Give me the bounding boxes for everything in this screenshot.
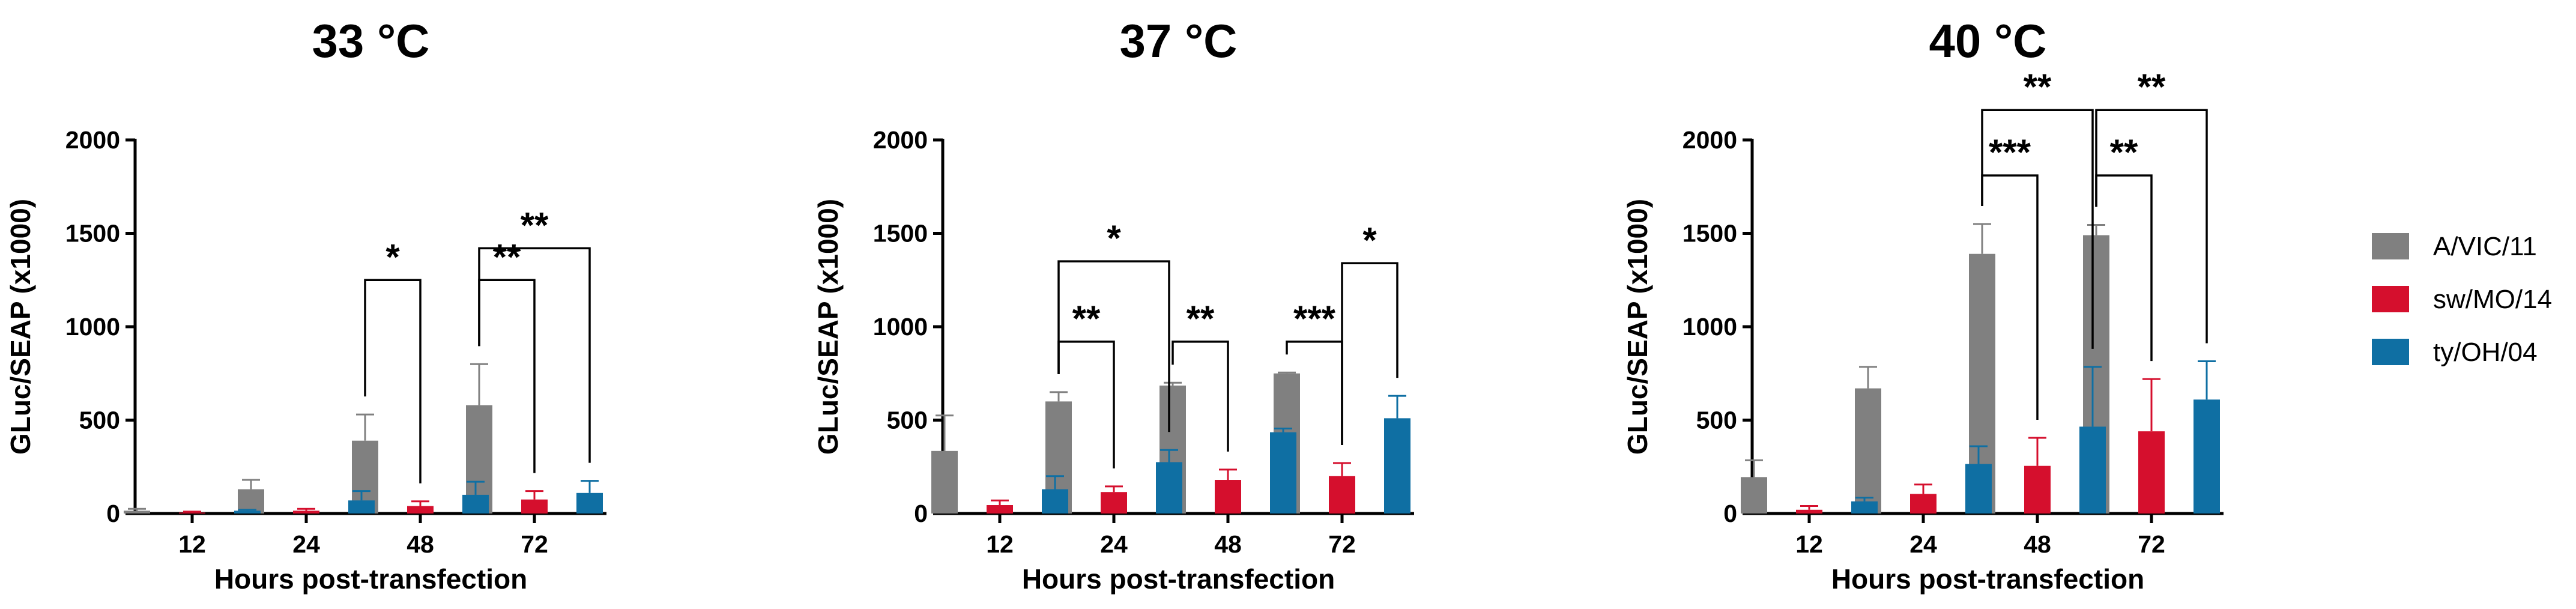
x-axis-label: Hours post-transfection	[1831, 563, 2144, 595]
bar	[1215, 480, 1241, 514]
bar	[1796, 509, 1822, 514]
y-tick-label: 1500	[873, 220, 928, 247]
significance-label: **	[2138, 67, 2166, 107]
bar	[1910, 494, 1937, 514]
bar	[1855, 388, 1881, 514]
x-tick-label: 12	[1795, 530, 1823, 558]
bar	[1270, 432, 1296, 514]
significance-label: *	[1107, 218, 1121, 258]
y-tick-label: 500	[79, 407, 120, 434]
bar	[1965, 464, 1992, 514]
bar	[521, 499, 548, 514]
y-tick-label: 1000	[65, 313, 120, 341]
significance-label: ***	[1989, 132, 2031, 172]
bar	[348, 500, 375, 514]
y-tick-label: 0	[1723, 500, 1737, 527]
x-tick-label: 24	[1100, 530, 1128, 558]
significance-label: ***	[1293, 298, 1336, 339]
significance-label: **	[1072, 298, 1101, 339]
bar	[1329, 476, 1355, 514]
y-axis-label: GLuc/SEAP (x1000)	[5, 199, 36, 455]
x-axis-label: Hours post-transfection	[1022, 563, 1335, 595]
significance-label: *	[1362, 220, 1377, 260]
bar	[234, 511, 261, 514]
x-tick-label: 48	[2024, 530, 2051, 558]
significance-label: **	[2024, 67, 2052, 107]
y-tick-label: 500	[1696, 407, 1737, 434]
significance-label: **	[493, 237, 521, 277]
chart-panel-0: 33 °C 0 500 1000 1500 2000 GLuc/SEAP (x1000) 12…	[5, 14, 606, 595]
legend-swatch	[2372, 233, 2409, 259]
significance-bracket	[2095, 109, 2208, 344]
bar	[931, 450, 958, 514]
bar	[124, 511, 150, 514]
chart-panel-2: 40 °C 0 500 1000 1500 2000 GLuc/SEAP (x1000) 12…	[1622, 14, 2224, 595]
y-tick-label: 1000	[873, 313, 928, 341]
chart-panel-1: 37 °C 0 500 1000 1500 2000 GLuc/SEAP (x1000) 12…	[812, 14, 1414, 595]
y-tick-label: 2000	[873, 126, 928, 154]
significance-bracket	[1172, 341, 1229, 452]
y-tick-label: 1500	[1683, 220, 1737, 247]
bar	[987, 505, 1013, 514]
y-axis-label: GLuc/SEAP (x1000)	[812, 199, 844, 455]
bar	[179, 512, 205, 514]
legend-label: ty/OH/04	[2433, 338, 2538, 367]
bar	[1156, 462, 1182, 514]
bar	[1741, 477, 1767, 514]
bar	[576, 492, 603, 514]
x-tick-label: 48	[1214, 530, 1242, 558]
significance-bracket	[478, 247, 591, 463]
x-axis-label: Hours post-transfection	[214, 563, 527, 595]
bar	[1101, 492, 1127, 514]
significance-bracket	[1341, 262, 1398, 446]
bar	[1042, 489, 1068, 514]
x-tick-label: 12	[986, 530, 1014, 558]
x-tick-label: 24	[292, 530, 320, 558]
chart-title: 40 °C	[1929, 14, 2047, 67]
legend-label: sw/MO/14	[2433, 285, 2552, 314]
charts-group: 33 °C 0 500 1000 1500 2000 GLuc/SEAP (x1000) 12…	[5, 14, 2224, 595]
significance-label: **	[521, 205, 549, 245]
bar	[407, 506, 434, 514]
bar	[2194, 399, 2220, 514]
y-axis-label: GLuc/SEAP (x1000)	[1622, 199, 1653, 455]
x-tick-label: 72	[521, 530, 548, 558]
legend-swatch	[2372, 339, 2409, 365]
x-tick-label: 72	[2138, 530, 2165, 558]
y-tick-label: 500	[887, 407, 928, 434]
significance-bracket	[1981, 109, 2094, 349]
legend: A/VIC/11 sw/MO/14 ty/OH/04	[2372, 232, 2552, 367]
bar	[293, 511, 319, 514]
significance-label: **	[2110, 132, 2138, 172]
y-tick-label: 0	[106, 500, 120, 527]
significance-bracket	[364, 279, 422, 483]
y-tick-label: 1500	[65, 220, 120, 247]
y-tick-label: 1000	[1683, 313, 1737, 341]
bar	[462, 494, 489, 514]
legend-swatch	[2372, 286, 2409, 312]
y-tick-label: 0	[914, 500, 928, 527]
x-tick-label: 48	[407, 530, 434, 558]
bar	[1384, 418, 1410, 514]
significance-label: **	[1187, 298, 1215, 339]
significance-bracket	[1057, 260, 1170, 432]
significance-label: *	[385, 237, 400, 277]
bar	[1851, 501, 1878, 514]
bar	[2079, 426, 2106, 514]
x-tick-label: 72	[1328, 530, 1356, 558]
bar	[2138, 431, 2165, 514]
x-tick-label: 12	[178, 530, 206, 558]
y-tick-label: 2000	[65, 126, 120, 154]
chart-title: 37 °C	[1120, 14, 1238, 67]
x-tick-label: 24	[1909, 530, 1937, 558]
chart-title: 33 °C	[312, 14, 430, 67]
bar	[2024, 465, 2051, 514]
legend-label: A/VIC/11	[2433, 232, 2537, 261]
y-tick-label: 2000	[1683, 126, 1737, 154]
